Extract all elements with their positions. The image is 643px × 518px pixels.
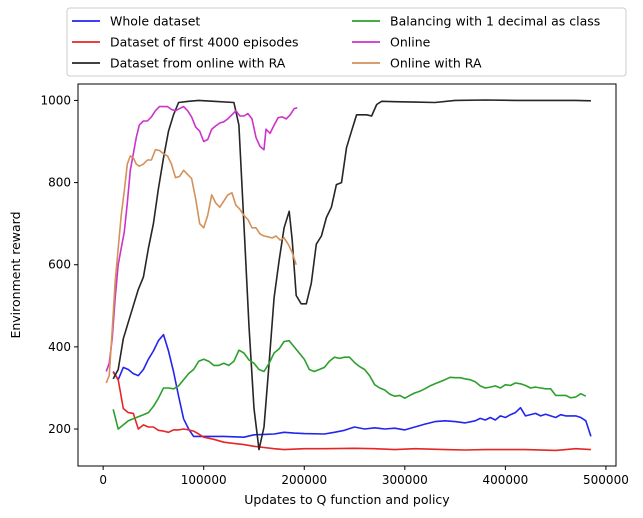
y-tick-label: 1000 — [40, 93, 71, 107]
plot-lines — [105, 99, 592, 452]
legend-label: Online with RA — [390, 56, 482, 71]
legend-label: Whole dataset — [110, 14, 200, 29]
legend-label: Dataset of first 4000 episodes — [110, 35, 299, 50]
axes-frame — [77, 83, 617, 467]
series-line-5 — [105, 148, 297, 384]
y-tick-label: 400 — [48, 340, 71, 354]
legend-label: Balancing with 1 decimal as class — [390, 14, 600, 29]
legend: Whole dataset Dataset of first 4000 episo… — [66, 7, 627, 77]
legend-label: Online — [390, 35, 431, 50]
series-line-0 — [112, 333, 592, 439]
legend-box — [66, 7, 627, 77]
series-line-1 — [112, 371, 591, 452]
y-tick-label: 200 — [48, 422, 71, 436]
x-tick-label: 400000 — [482, 473, 528, 487]
x-tick-label: 0 — [99, 473, 107, 487]
x-tick-label: 200000 — [281, 473, 327, 487]
legend-label: Dataset from online with RA — [110, 56, 286, 71]
x-tick-label: 300000 — [382, 473, 428, 487]
y-tick-label: 800 — [48, 176, 71, 190]
x-axis-label: Updates to Q function and policy — [244, 492, 450, 507]
y-axis: 200 400 600 800 1000 — [40, 93, 78, 436]
series-line-2 — [112, 99, 591, 451]
y-tick-label: 600 — [48, 258, 71, 272]
x-tick-label: 100000 — [181, 473, 227, 487]
x-axis: 0 100000 200000 300000 400000 500000 — [99, 466, 629, 487]
series-line-3 — [112, 339, 587, 430]
x-tick-label: 500000 — [583, 473, 629, 487]
y-axis-label: Environment reward — [8, 211, 23, 338]
series-line-4 — [105, 105, 298, 372]
